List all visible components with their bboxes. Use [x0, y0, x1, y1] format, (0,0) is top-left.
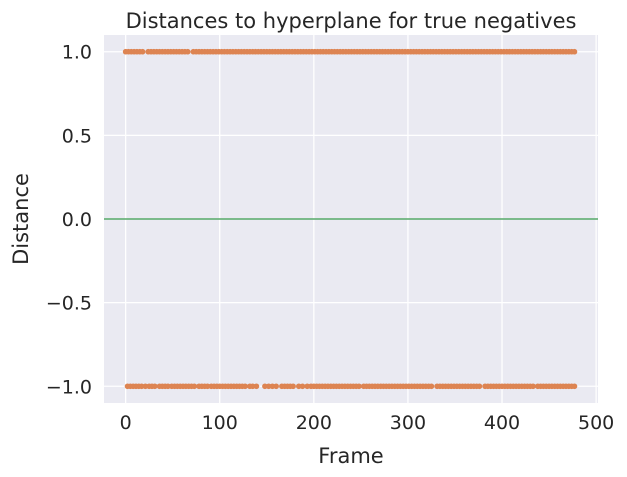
y-tick-label: 0.0 [62, 209, 92, 231]
x-tick-label: 400 [484, 412, 520, 434]
data-point [571, 48, 578, 55]
y-tick-label: −0.5 [46, 293, 92, 315]
data-point [571, 383, 578, 390]
x-tick-label: 100 [202, 412, 238, 434]
x-tick-labels: 0 100 200 300 400 500 [120, 412, 615, 434]
x-tick-label: 200 [296, 412, 332, 434]
y-tick-label: 1.0 [62, 42, 92, 64]
series-layer [104, 48, 598, 390]
data-point [299, 383, 306, 390]
data-point [356, 383, 362, 390]
data-point [242, 383, 248, 390]
x-tick-label: 300 [390, 412, 426, 434]
data-point [152, 383, 158, 390]
x-axis-label: Frame [318, 444, 383, 468]
data-point [290, 383, 296, 390]
data-point [428, 383, 435, 390]
data-point [139, 48, 146, 55]
data-point [273, 383, 279, 390]
data-point [184, 48, 191, 55]
chart-title: Distances to hyperplane for true negativ… [126, 9, 577, 33]
x-tick-label: 500 [578, 412, 614, 434]
y-tick-label: −1.0 [46, 376, 92, 398]
data-point [530, 383, 536, 390]
y-tick-labels: −1.0 −0.5 0.0 0.5 1.0 [46, 42, 92, 399]
data-point [253, 383, 260, 390]
x-tick-label: 0 [120, 412, 132, 434]
y-axis-label: Distance [9, 173, 33, 265]
data-point [476, 383, 483, 390]
data-point [191, 383, 198, 390]
y-tick-label: 0.5 [62, 125, 92, 147]
